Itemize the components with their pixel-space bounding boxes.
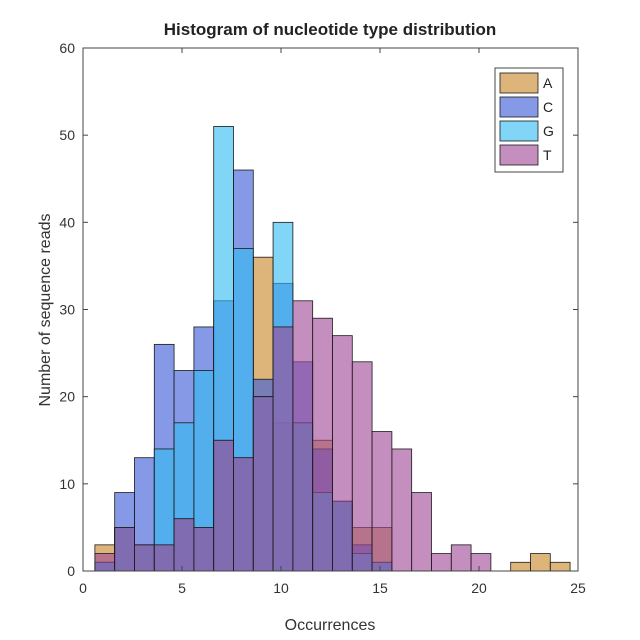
bar-t-3 xyxy=(153,544,175,572)
y-tick-label: 30 xyxy=(59,302,75,318)
legend-label-t: T xyxy=(543,147,552,163)
bar-t-1 xyxy=(114,527,135,572)
bar-t-0 xyxy=(94,553,116,572)
y-tick-label: 50 xyxy=(59,127,75,143)
y-tick-label: 60 xyxy=(59,40,75,56)
bar-a-22 xyxy=(530,553,551,572)
bar-t-14 xyxy=(371,431,393,572)
legend-swatch-a xyxy=(499,72,539,94)
bar-t-2 xyxy=(134,544,155,572)
bar-t-12 xyxy=(332,335,353,572)
y-axis-ticks: 0 10 20 30 40 50 60 xyxy=(59,40,578,579)
bar-t-18 xyxy=(450,544,472,572)
legend-label-a: A xyxy=(543,75,553,91)
y-tick-label: 40 xyxy=(59,214,75,230)
x-axis-label: Occurrences xyxy=(285,617,376,634)
bar-t-19 xyxy=(470,553,492,572)
legend-swatch-c xyxy=(499,96,539,118)
chart-title: Histogram of nucleotide type distributio… xyxy=(164,20,496,39)
x-tick-label: 20 xyxy=(471,580,487,596)
bar-t-17 xyxy=(431,553,452,572)
legend-swatch-g xyxy=(499,120,539,142)
bar-t-11 xyxy=(312,317,333,572)
bar-t-8 xyxy=(252,396,274,572)
x-tick-label: 25 xyxy=(570,580,586,596)
bar-t-5 xyxy=(193,527,215,572)
y-tick-label: 0 xyxy=(67,563,75,579)
y-tick-label: 10 xyxy=(59,476,75,492)
bar-t-16 xyxy=(411,492,432,572)
bar-a-21 xyxy=(510,561,531,572)
bar-a-23 xyxy=(549,561,571,572)
y-axis-label: Number of sequence reads xyxy=(37,214,54,407)
bar-t-13 xyxy=(351,361,373,572)
y-tick-label: 20 xyxy=(59,389,75,405)
bar-t-10 xyxy=(292,300,314,572)
x-tick-label: 15 xyxy=(372,580,388,596)
x-tick-label: 0 xyxy=(79,580,87,596)
bar-t-15 xyxy=(391,448,413,572)
bar-t-9 xyxy=(272,326,294,572)
legend-label-c: C xyxy=(543,99,553,115)
x-tick-label: 5 xyxy=(178,580,186,596)
bar-t-4 xyxy=(173,518,195,572)
x-axis-ticks: 0 5 10 15 20 25 xyxy=(79,48,586,596)
bars-layer xyxy=(94,126,571,572)
bar-t-6 xyxy=(213,439,234,572)
x-tick-label: 10 xyxy=(273,580,289,596)
legend-swatch-t xyxy=(499,144,539,166)
bar-t-7 xyxy=(233,457,254,572)
legend-label-g: G xyxy=(543,123,554,139)
